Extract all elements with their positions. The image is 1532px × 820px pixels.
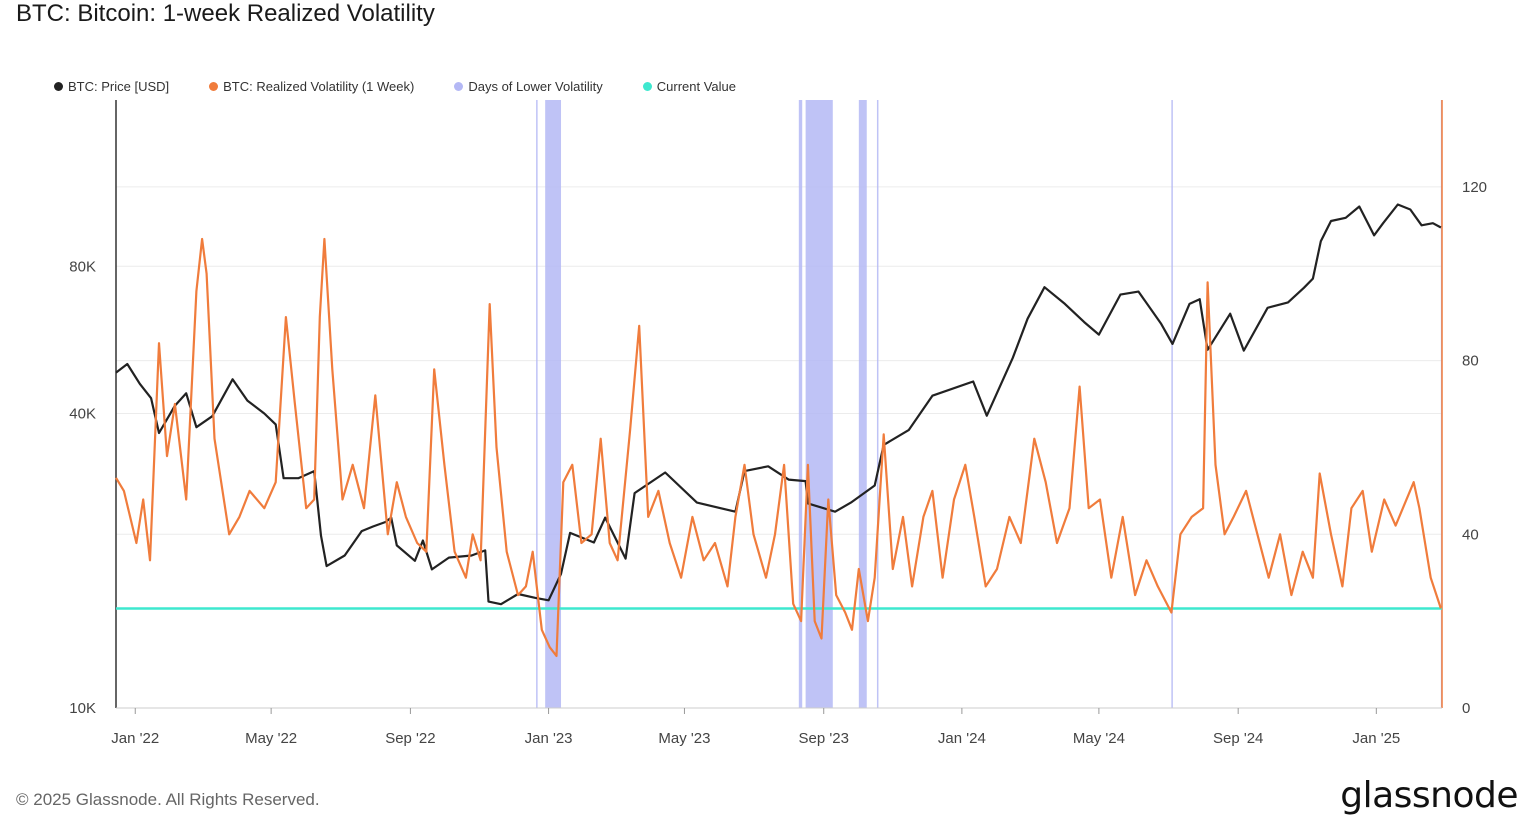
lower-volatility-band: [536, 100, 538, 708]
y-right-tick-label: 40: [1462, 526, 1479, 543]
legend-dot-volatility: [209, 82, 219, 91]
legend-label-volatility: BTC: Realized Volatility (1 Week): [223, 79, 415, 94]
lower-volatility-band: [805, 100, 833, 708]
x-tick-label: Jan '23: [525, 730, 573, 747]
price-series-line: [115, 203, 1442, 606]
lower-volatility-band: [1171, 100, 1173, 708]
x-tick-label: May '23: [658, 730, 710, 747]
legend-label-current-value: Current Value: [656, 79, 736, 94]
lower-volatility-band: [876, 100, 879, 708]
x-tick-label: Jan '24: [938, 730, 986, 747]
legend-item-lower-volatility[interactable]: Days of Lower Volatility: [454, 79, 603, 94]
volatility-series-line: [115, 237, 1442, 657]
series-lines: [115, 203, 1442, 657]
lower-volatility-band: [798, 100, 803, 708]
legend-dot-price: [54, 82, 63, 91]
x-tick-label: Sep '22: [385, 730, 435, 747]
y-left-tick-label: 10K: [69, 700, 96, 717]
y-left-tick-label: 40K: [69, 406, 96, 423]
chart-title: BTC: Bitcoin: 1-week Realized Volatility: [16, 0, 435, 27]
x-tick-label: Jan '22: [111, 730, 159, 747]
legend-item-current-value[interactable]: Current Value: [642, 79, 736, 94]
legend-label-lower-volatility: Days of Lower Volatility: [468, 79, 603, 94]
lower-volatility-bands: [536, 100, 1443, 708]
axes: [115, 100, 1443, 709]
y-right-tick-label: 0: [1462, 700, 1470, 717]
chart-legend: BTC: Price [USD] BTC: Realized Volatilit…: [54, 79, 776, 94]
legend-dot-lower-volatility: [454, 82, 464, 91]
lower-volatility-band: [545, 100, 562, 708]
x-tick-label: Sep '24: [1213, 730, 1263, 747]
tick-labels: Jan '22 May '22 Sep '22 Jan '23 May '23 Sep '…: [69, 179, 1487, 747]
x-tick-label: Sep '23: [799, 730, 849, 747]
legend-item-volatility[interactable]: BTC: Realized Volatility (1 Week): [209, 79, 414, 94]
legend-dot-current-value: [642, 82, 652, 91]
copyright-text: © 2025 Glassnode. All Rights Reserved.: [16, 790, 320, 809]
brand-logo: glassnode: [1340, 775, 1518, 816]
x-tick-label: Jan '25: [1352, 730, 1400, 747]
y-right-tick-label: 120: [1462, 179, 1487, 196]
legend-item-price[interactable]: BTC: Price [USD]: [54, 79, 169, 94]
y-right-tick-label: 80: [1462, 353, 1479, 370]
x-tick-label: May '22: [245, 730, 297, 747]
x-tick-label: May '24: [1073, 730, 1125, 747]
lower-volatility-band: [858, 100, 867, 708]
y-left-tick-label: 80K: [69, 258, 96, 275]
legend-label-price: BTC: Price [USD]: [68, 79, 170, 94]
